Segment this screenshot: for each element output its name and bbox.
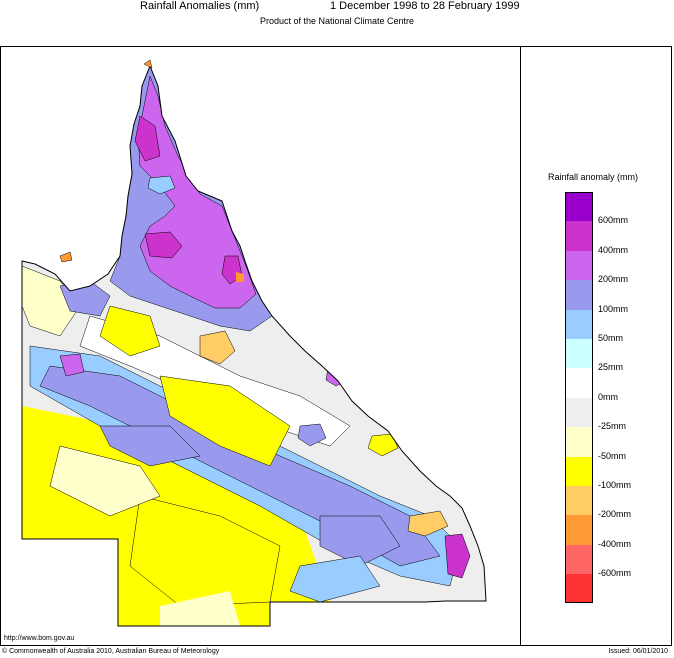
legend-swatch [565, 574, 593, 604]
issued-date: Issued: 06/01/2010 [608, 648, 668, 655]
legend-label: -200mm [598, 509, 632, 520]
legend-swatch [565, 368, 593, 398]
map-title: Rainfall Anomalies (mm) 1 December 1998 … [140, 0, 520, 12]
legend-swatch [565, 280, 593, 310]
copyright-text: © Commonwealth of Australia 2010, Austra… [2, 648, 220, 655]
legend-swatch [565, 544, 593, 575]
color-legend [565, 192, 593, 604]
legend-label: -400mm [598, 538, 632, 549]
legend-label: 50mm [598, 333, 624, 343]
legend-label: 100mm [598, 303, 629, 314]
legend-swatch [565, 338, 593, 369]
legend-label: 0mm [598, 391, 618, 402]
legend-swatch [565, 485, 593, 516]
legend-title: Rainfall anomaly (mm) [548, 172, 639, 182]
legend-swatch [565, 250, 593, 281]
rainfall-map [21, 59, 487, 627]
legend-label: -600mm [598, 568, 632, 579]
legend-swatch [565, 515, 593, 545]
legend-swatch [565, 309, 593, 339]
title-main: Rainfall Anomalies (mm) [140, 0, 260, 12]
legend-label: 400mm [598, 244, 629, 255]
legend-swatch [565, 456, 593, 486]
legend-label: -25mm [598, 421, 627, 432]
legend-label: 25mm [598, 362, 624, 373]
map-frame [0, 46, 672, 646]
map-subtitle: Product of the National Climate Centre [259, 16, 415, 26]
legend-label: 600mm [598, 215, 629, 226]
legend-label: -50mm [598, 450, 627, 461]
legend-swatch [565, 221, 593, 251]
legend-divider [520, 46, 521, 646]
legend-swatch [565, 427, 593, 457]
legend-swatch [565, 192, 593, 222]
source-url[interactable]: http://www.bom.gov.au [4, 635, 75, 642]
legend-label: 200mm [598, 274, 629, 285]
anomaly-fields [22, 66, 486, 626]
title-period: 1 December 1998 to 28 February 1999 [330, 0, 520, 12]
legend-label: -100mm [598, 480, 632, 490]
legend-swatch [565, 397, 593, 428]
